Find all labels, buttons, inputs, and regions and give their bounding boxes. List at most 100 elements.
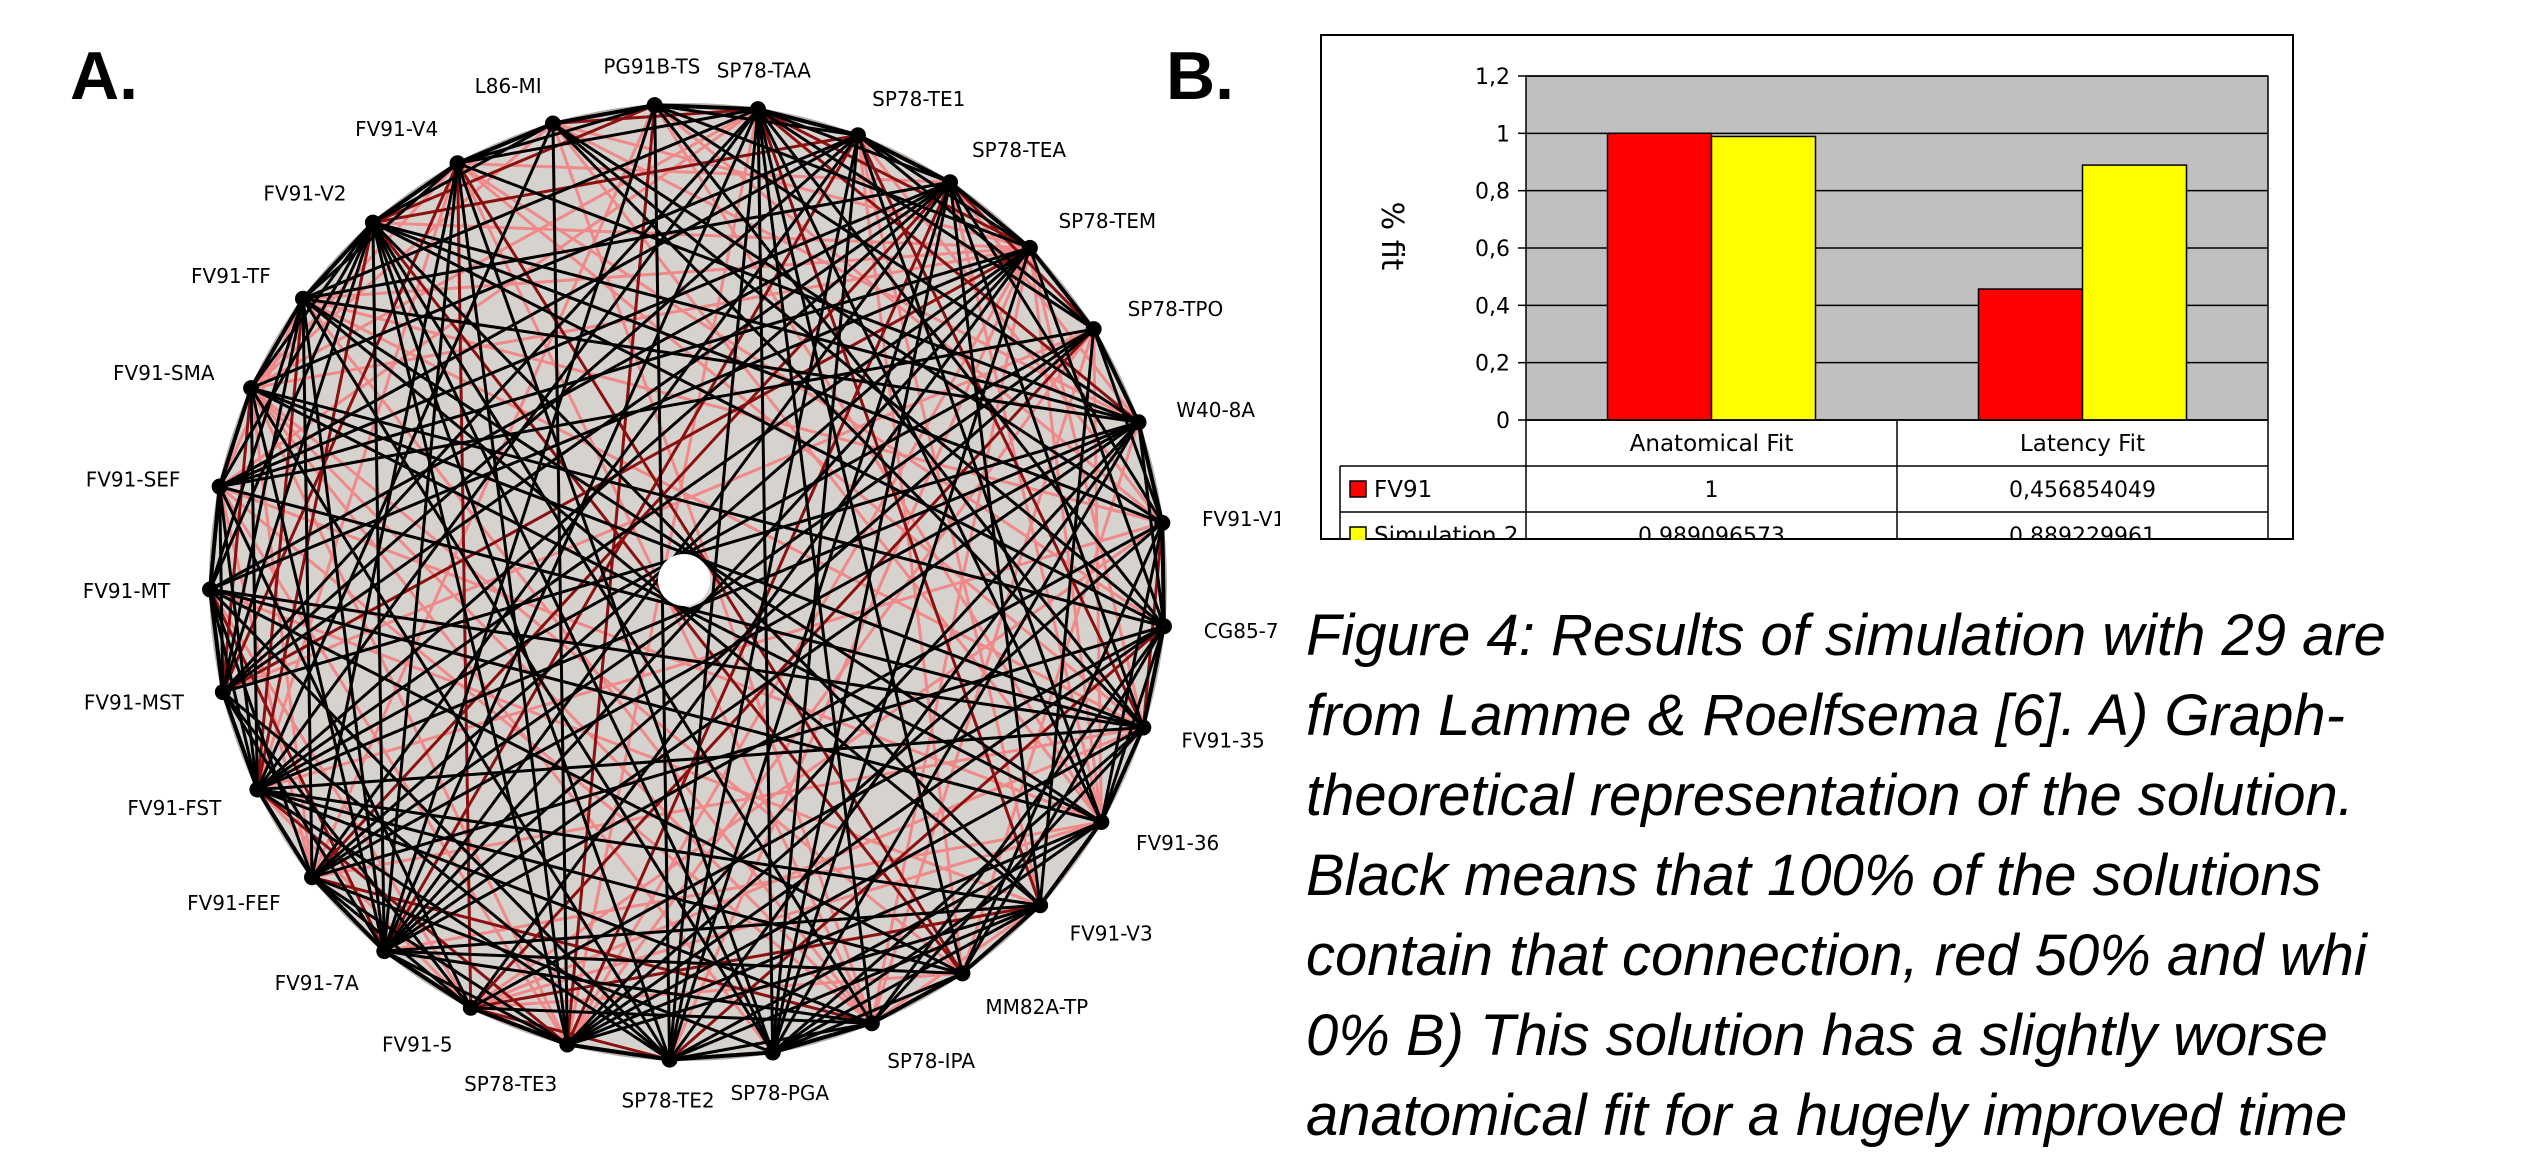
edge-100-percent [249, 387, 386, 952]
edge-100-percent [372, 221, 1163, 525]
edge-100-percent [771, 820, 1103, 1054]
node-label: PG91B-TS [603, 54, 700, 78]
edge-50-percent [1141, 522, 1164, 728]
edge-perimeter [255, 788, 314, 879]
caption-line: theoretical representation of the soluti… [1306, 763, 2354, 828]
edge-perimeter [208, 589, 225, 693]
graph-node [449, 155, 466, 172]
edge-perimeter [948, 180, 1032, 250]
bar-fv91 [1977, 288, 2084, 421]
edge-100-percent [772, 972, 963, 1054]
bar-simulation-2 [2081, 164, 2188, 421]
edge-100-percent [208, 298, 305, 590]
graph-node [942, 174, 959, 191]
fit-bar-chart: 0 0,2 0,4 0,6 0,8 1 1,2 % fit Anatomical Fit La… [1320, 34, 2294, 559]
edge-100-percent [311, 420, 1140, 879]
node-label: SP78-TE3 [464, 1072, 557, 1096]
node-label: FV91-MST [84, 690, 185, 714]
caption-line: anatomical fit for a hugely improved tim… [1306, 1083, 2348, 1148]
edge-100-percent [208, 589, 259, 790]
graph-node [1130, 414, 1147, 431]
caption-line: Figure 4: Results of simulation with 29 … [1306, 603, 2386, 668]
graph-node [1154, 514, 1171, 531]
graph-edges [208, 103, 1166, 1062]
edge-100-percent [383, 328, 1095, 953]
edge-50-percent [255, 222, 375, 790]
graph-node [1093, 813, 1110, 830]
panel-b-label: B. [1166, 38, 1234, 114]
edge-50-percent-light [310, 104, 657, 878]
edge-perimeter [1099, 726, 1146, 823]
edge-100-percent [208, 588, 671, 1061]
caption-line: Black means that 100% of the solutions [1306, 843, 2322, 908]
edge-100-percent [756, 108, 1166, 628]
edge-100-percent [256, 122, 555, 791]
edge-100-percent [457, 107, 759, 165]
edge-100-percent [552, 122, 1164, 525]
edge-100-percent [302, 107, 759, 301]
edge-100-percent [208, 588, 314, 878]
edge-perimeter [456, 121, 554, 166]
edge-100-percent [371, 222, 386, 952]
edge-perimeter [249, 297, 305, 390]
edge-perimeter [1160, 522, 1166, 627]
edge-100-percent [310, 162, 459, 878]
edge-perimeter [301, 221, 375, 301]
edge-100-percent [209, 588, 964, 975]
node-label: FV91-FEF [187, 891, 281, 915]
edge-50-percent-light [457, 161, 951, 184]
node-label: W40-8A [1176, 398, 1255, 422]
graph-node [749, 101, 766, 118]
legend-swatch [1349, 526, 1367, 544]
connectivity-graph: PG91B-TS SP78-TAA SP78-TE1 SP78-TEA SP78-TEM… [83, 54, 1297, 1112]
figure-caption: Figure 4: Results of simulation with 29 … [1306, 596, 2532, 1156]
edge-100-percent [219, 327, 1094, 489]
edge-50-percent-light [470, 971, 963, 1010]
node-label: SP78-TAA [717, 59, 811, 83]
edge-perimeter [383, 949, 472, 1010]
edge-100-percent [256, 788, 671, 1061]
edge-100-percent [372, 221, 1165, 628]
edge-50-percent [470, 1006, 670, 1062]
edge-100-percent [311, 876, 472, 1009]
edge-100-percent [301, 162, 459, 300]
graph-node [661, 1051, 678, 1068]
graph-node [544, 115, 561, 132]
edge-100-percent [669, 1021, 873, 1062]
y-axis-label: % fit [1374, 202, 1409, 271]
edge-50-percent [372, 103, 656, 224]
category-label: Anatomical Fit [1630, 431, 1794, 457]
category-label: Latency Fit [2020, 431, 2145, 457]
edge-100-percent [219, 246, 1031, 489]
graph-node [863, 1015, 880, 1032]
edge-50-percent [668, 625, 1165, 1061]
edge-100-percent [249, 221, 375, 389]
graph-node [1155, 618, 1172, 635]
y-tick-label: 0,2 [1475, 352, 1510, 377]
edge-100-percent [221, 180, 951, 694]
edge-100-percent [256, 246, 1031, 791]
graph-node [304, 869, 321, 886]
edge-perimeter [1038, 820, 1103, 907]
edge-100-percent [653, 104, 1145, 729]
edge-perimeter [552, 103, 656, 126]
panel-b-chart: 0 0,2 0,4 0,6 0,8 1 1,2 % fit Anatomical Fit La… [1320, 34, 2294, 559]
node-label: SP78-TE1 [872, 87, 965, 111]
edge-100-percent [301, 297, 774, 1054]
edge-50-percent-light [255, 162, 459, 790]
edge-100-percent [456, 161, 1140, 424]
edge-100-percent [249, 387, 671, 1061]
node-label: SP78-PGA [730, 1081, 829, 1105]
node-label: CG85-7IP [1204, 619, 1280, 643]
graph-center-hole [658, 554, 710, 606]
graph-node [364, 214, 381, 231]
graph-node [211, 478, 228, 495]
bars [1606, 132, 2188, 421]
caption-line: 0% B) This solution has a slightly worse [1306, 1003, 2328, 1068]
edge-50-percent-light [668, 247, 1032, 1061]
graph-node [249, 781, 266, 798]
node-label: FV91-36 [1136, 831, 1219, 855]
graph-nodes [202, 97, 1172, 1068]
edge-50-percent [757, 107, 1031, 250]
data-value-label: 0,889229961 [2009, 524, 2156, 540]
